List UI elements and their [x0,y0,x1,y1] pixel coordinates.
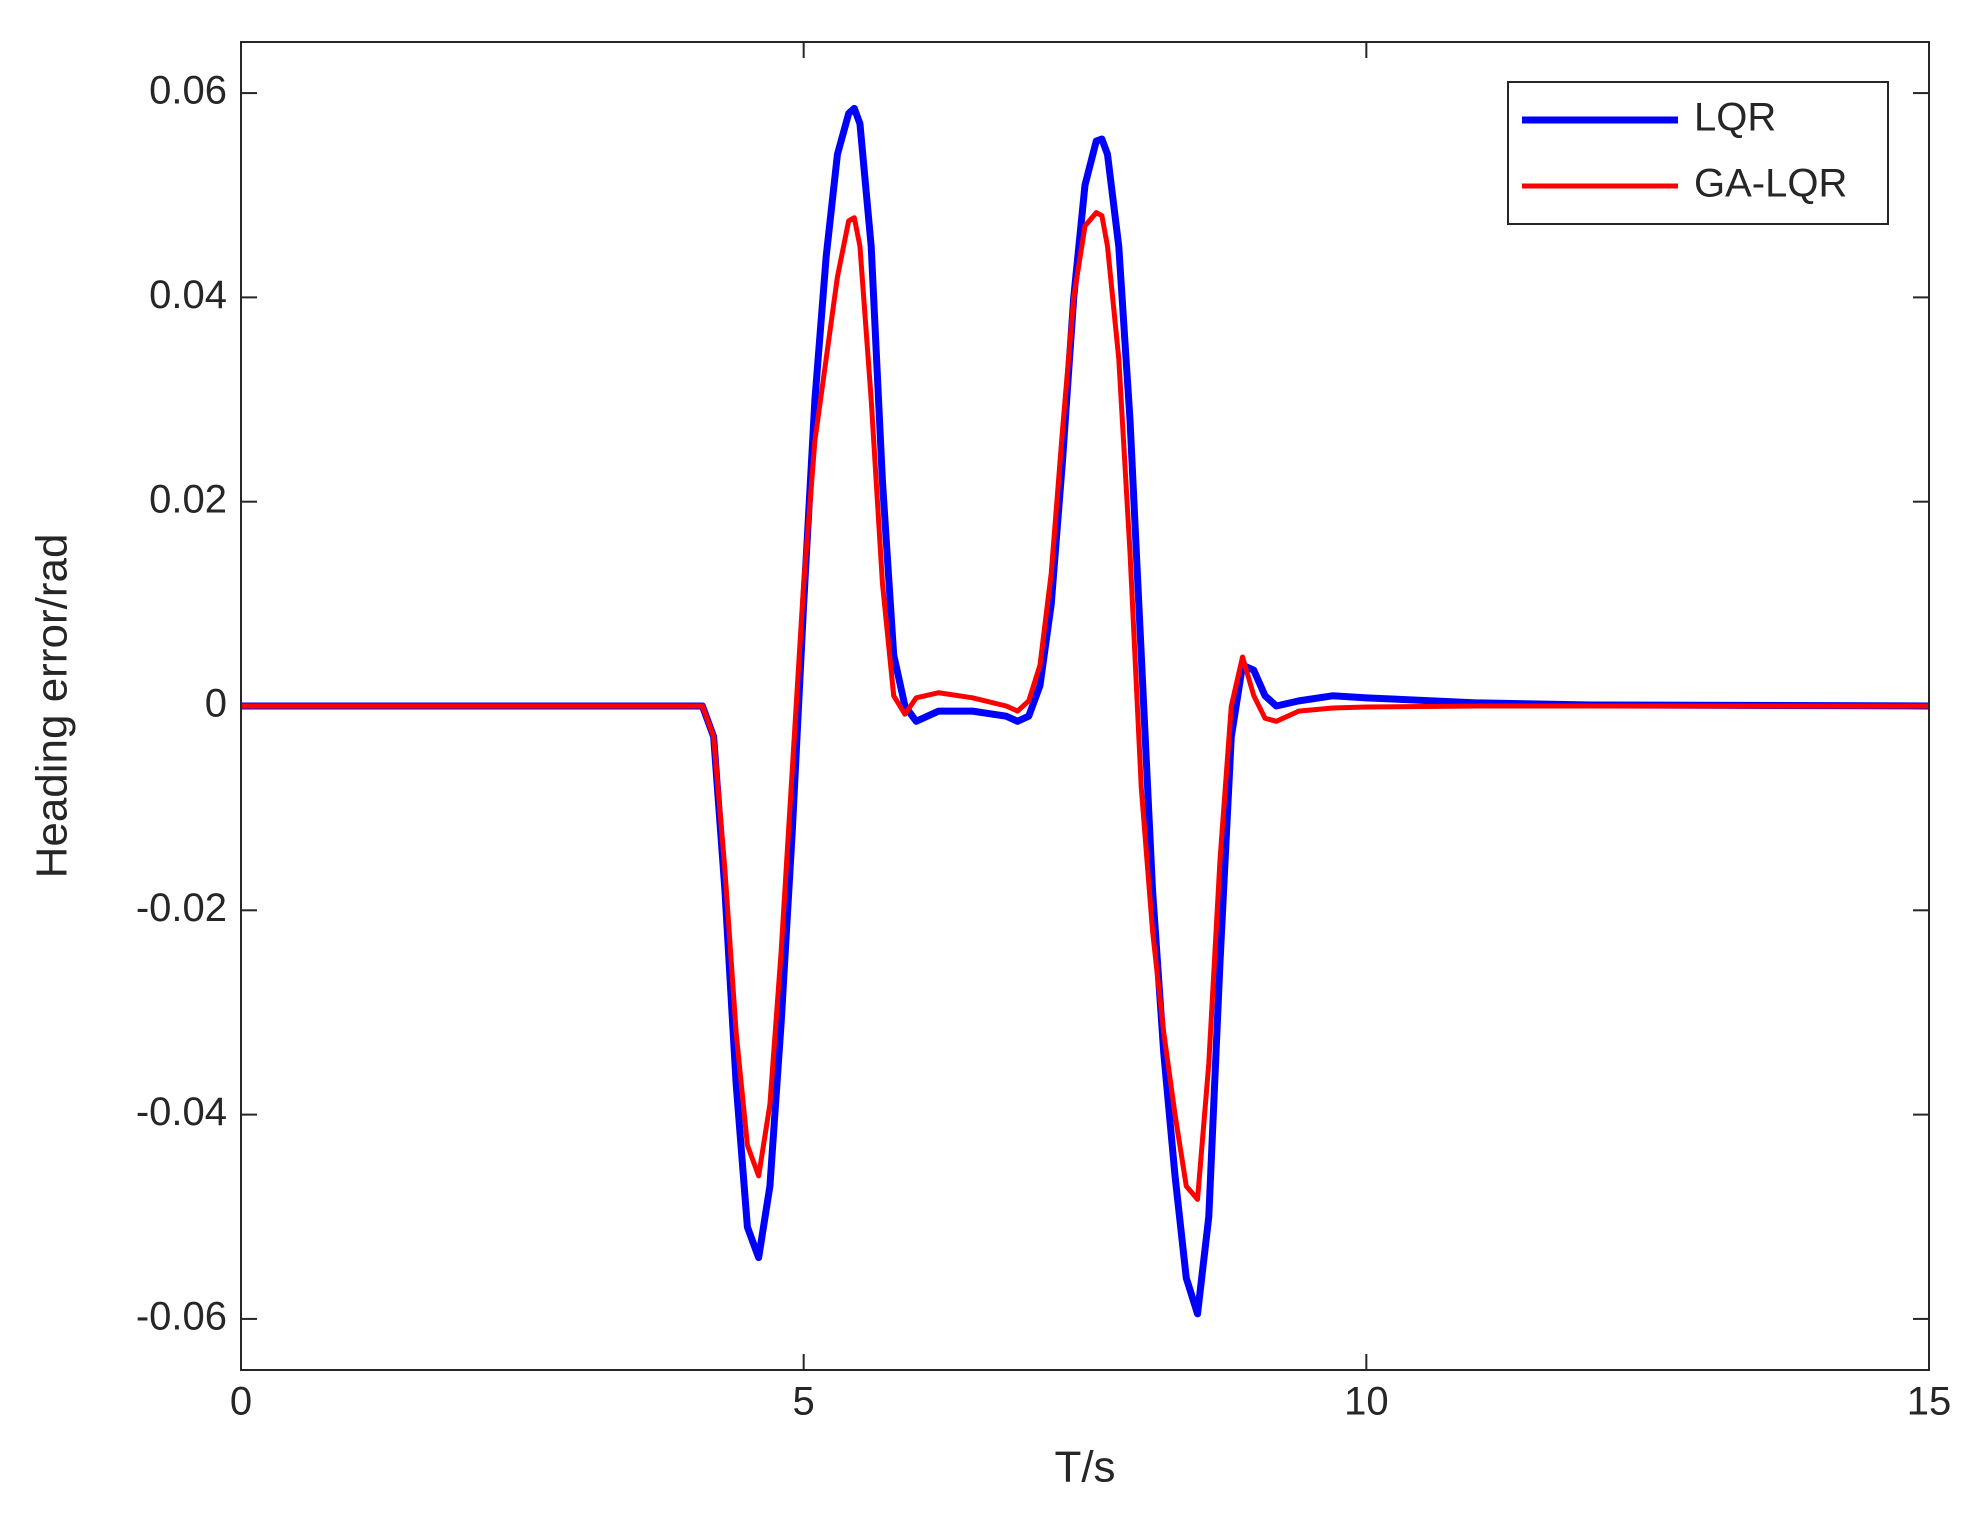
x-tick-label: 5 [793,1380,815,1424]
plot-frame [240,41,1930,1371]
series-line [241,210,1929,1202]
y-tick-label: -0.02 [136,886,227,930]
y-tick-label: 0.04 [149,273,227,317]
y-tick-label: 0 [205,682,227,726]
y-tick-label: 0.06 [149,69,227,113]
x-axis-label: T/s [1054,1443,1115,1492]
legend-box [1507,81,1889,225]
y-tick-label: 0.02 [149,477,227,521]
series-line [241,104,1930,1318]
legend-label: GA-LQR [1694,162,1847,206]
y-tick-label: -0.04 [136,1090,227,1134]
x-tick-label: 15 [1907,1380,1952,1424]
x-tick-label: 0 [230,1380,252,1424]
legend-label: LQR [1694,96,1776,140]
y-axis-label: Heading error/rad [28,534,77,879]
x-tick-label: 10 [1344,1380,1389,1424]
y-tick-label: -0.06 [136,1294,227,1338]
